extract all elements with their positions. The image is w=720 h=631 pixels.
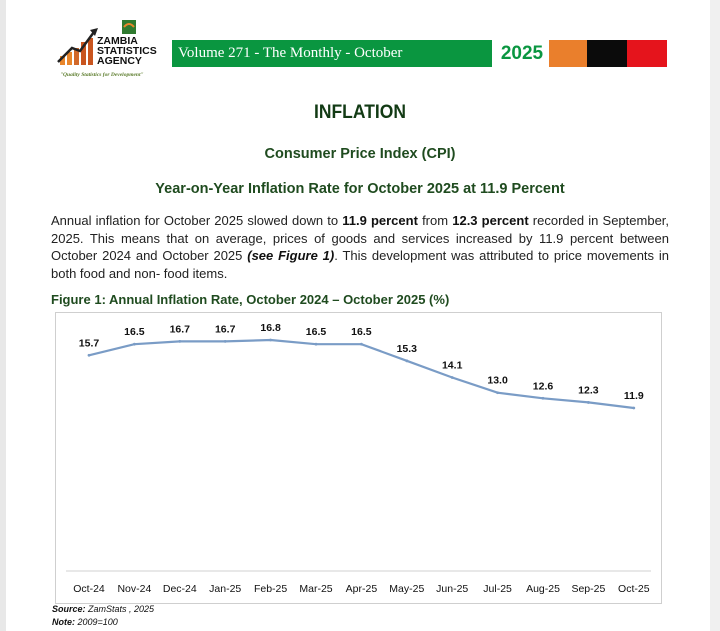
data-point [632,406,636,410]
data-label: 16.5 [306,326,327,338]
page-edge-right [710,0,720,631]
data-point [405,359,409,363]
x-tick-label: Feb-25 [254,583,287,595]
x-tick-label: Apr-25 [346,583,378,595]
data-point [587,401,590,404]
data-point [496,391,499,395]
data-label: 12.6 [533,380,554,392]
data-label: 11.9 [624,390,644,402]
para-text-3: recorded in September, 2025. This means … [51,213,670,263]
section-title: INFLATION [314,102,406,123]
banner-year: 2025 [500,43,544,64]
data-point [133,342,136,346]
x-tick-label: Sep-25 [571,583,605,595]
source-label: Source: [52,604,86,614]
flag-stripe-orange [549,40,587,67]
data-label: 12.3 [578,384,599,396]
inflation-line [88,338,634,410]
logo-wordmark: ZAMBIA STATISTICS AGENCY [97,35,157,67]
data-point [450,376,454,379]
data-label: 16.8 [260,322,281,334]
banner-text: Volume 271 - The Monthly - October [178,45,403,61]
x-tick-label: Nov-24 [117,583,151,595]
data-label: 14.1 [442,359,463,371]
base-note: Note: 2009=100 [52,617,118,627]
summary-paragraph: Annual inflation for October 2025 slowed… [51,212,669,282]
data-label: 16.7 [170,323,191,335]
x-tick-label: Jan-25 [209,583,241,595]
para-figure-ref: (see Figure 1) [247,248,335,263]
inflation-chart: 15.7 Oct-24 16.5 Nov-24 16.7 Dec-24 16.7 Jan-25… [55,312,662,604]
logo-line-1: ZAMBIA [97,35,138,47]
data-point [223,339,227,343]
zamstats-logo-icon [57,20,136,65]
note-label: Note: [52,617,75,627]
x-tick-label: Oct-24 [73,583,105,595]
flag-stripe-red [627,40,667,67]
x-tick-label: Aug-25 [526,583,560,595]
para-text-2: from [417,213,453,228]
flag-stripe-black [587,40,627,67]
headline: Year-on-Year Inflation Rate for October … [155,181,565,197]
x-tick-label: Oct-25 [618,583,650,595]
data-label: 16.7 [215,323,236,335]
page-edge [0,0,6,631]
x-tick-label: Dec-24 [163,583,197,595]
data-label: 15.3 [397,343,418,355]
para-bold-2: 12.3 percent [452,213,529,228]
logo-tagline: "Quality Statistics for Development" [60,72,144,78]
volume-banner: Volume 271 - The Monthly - October [172,40,492,67]
inflation-chart-svg: 15.7 Oct-24 16.5 Nov-24 16.7 Dec-24 16.7 Jan-25… [66,322,651,595]
x-tick-label: Mar-25 [299,583,332,595]
para-text-1: Annual inflation for October 2025 slowed… [51,213,343,228]
data-point [269,338,272,342]
x-tick-label: Jun-25 [436,583,468,595]
data-point [87,353,91,357]
data-label: 15.7 [79,337,100,349]
logo-line-3: AGENCY [97,55,142,67]
para-text-4: . This development was attributed to pri… [51,248,670,281]
source-text: ZamStats , 2025 [85,604,155,614]
para-bold-1: 11.9 percent [342,213,418,228]
source-note: Source: ZamStats , 2025 [52,604,154,614]
data-label: 16.5 [351,326,372,338]
data-point [178,339,182,343]
x-tick-label: May-25 [389,583,424,595]
data-label: 13.0 [487,375,508,387]
data-point [360,342,363,346]
data-point [314,342,318,346]
cpi-subtitle: Consumer Price Index (CPI) [264,146,456,162]
figure-title: Figure 1: Annual Inflation Rate, October… [51,292,450,307]
data-point [541,396,545,400]
x-tick-label: Jul-25 [483,583,512,595]
data-label: 16.5 [124,326,145,338]
logo-line-2: STATISTICS [97,45,157,57]
note-text: 2009=100 [75,617,118,627]
